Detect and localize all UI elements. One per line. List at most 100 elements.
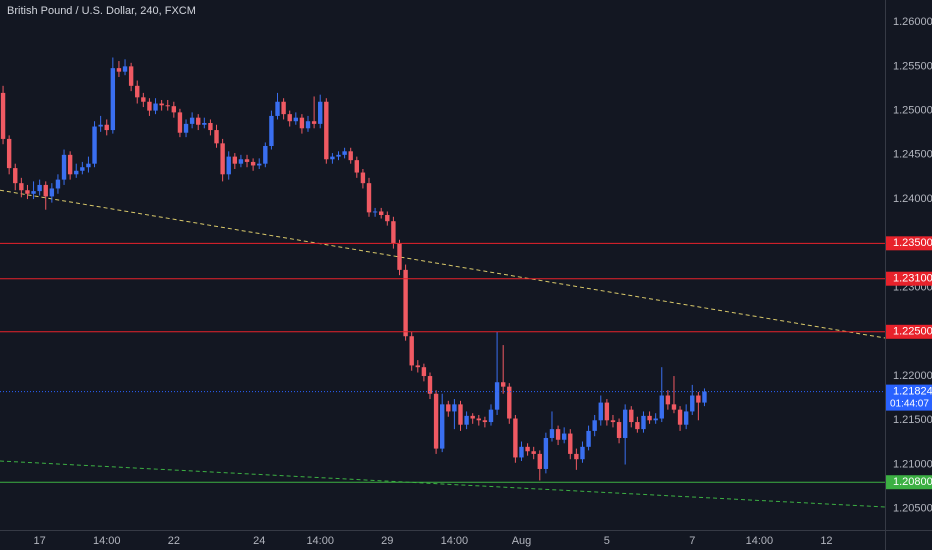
candle-body [427, 376, 433, 394]
candle-body [244, 159, 250, 162]
candle-body [592, 420, 597, 431]
candle-body [92, 126, 97, 164]
candle-body [116, 68, 122, 72]
candle-body [702, 391, 707, 403]
candle-body [67, 154, 73, 175]
y-tick-label: 1.25500 [893, 60, 932, 72]
candle-body [379, 211, 384, 216]
candle-body [153, 103, 158, 111]
candle-body [683, 411, 689, 425]
candle-body [74, 170, 79, 175]
candle-body [409, 336, 414, 366]
candle-body [531, 451, 536, 454]
candle-body [171, 106, 177, 113]
candle-body [391, 221, 396, 244]
x-tick-label: 12 [820, 535, 832, 547]
candle-body [354, 160, 360, 173]
candle-body [159, 103, 164, 106]
x-tick-label: 22 [168, 535, 180, 547]
level-label: 1.23500 [893, 237, 932, 249]
candle-body [421, 367, 427, 377]
candle-body [433, 393, 439, 449]
candle-body [110, 68, 116, 131]
x-tick-label: 14:00 [746, 535, 774, 547]
candle-body [128, 66, 134, 86]
candle-body [202, 122, 207, 125]
candle-body [330, 156, 335, 160]
candle-body [696, 395, 701, 403]
candle-body [49, 188, 55, 197]
candle-body [671, 404, 677, 410]
candle-body [196, 117, 201, 125]
candle-body [385, 215, 390, 222]
candle-body [208, 122, 213, 131]
candle-body [439, 404, 445, 449]
trend-line [0, 460, 886, 508]
candle-body [226, 156, 231, 175]
candle-body [616, 422, 622, 438]
candle-body [183, 123, 189, 133]
candle-body [311, 121, 317, 124]
candle-body [690, 395, 695, 412]
candle-body [232, 156, 238, 164]
candle-body [98, 124, 103, 127]
level-badge [886, 271, 932, 286]
candle-body [543, 437, 549, 469]
level-label: 1.22500 [893, 326, 932, 338]
candle-body [665, 395, 671, 405]
candle-body [397, 243, 402, 270]
x-tick-label: 5 [604, 535, 610, 547]
candle-body [122, 66, 128, 72]
candle-body [507, 386, 512, 419]
y-tick-label: 1.21000 [893, 458, 932, 470]
candle-body [464, 415, 469, 425]
candle-body [141, 97, 146, 102]
candle-body [653, 418, 658, 421]
candle-body [555, 429, 561, 440]
y-tick-label: 1.25000 [893, 105, 932, 117]
candle-body [519, 446, 524, 458]
candle-body [677, 409, 683, 425]
candle-body [342, 151, 347, 155]
candle-body [0, 92, 6, 139]
candle-body [31, 191, 36, 194]
candle-body [104, 124, 109, 131]
candle-body [446, 404, 451, 412]
candle-body [25, 190, 30, 194]
x-tick-label: 17 [34, 535, 46, 547]
candle-body [86, 163, 91, 168]
candle-body [415, 365, 420, 368]
x-tick-label: 14:00 [441, 535, 469, 547]
candle-body [189, 117, 195, 124]
candle-body [305, 121, 311, 129]
candle-body [318, 101, 323, 124]
chart-title: British Pound / U.S. Dollar, 240, FXCM [7, 5, 196, 17]
candle-body [269, 115, 274, 146]
candle-body [494, 382, 500, 410]
y-tick-label: 1.21500 [893, 414, 932, 426]
level-label: 1.20800 [893, 476, 932, 488]
countdown-label: 01:44:07 [890, 398, 929, 409]
candle-body [366, 183, 372, 213]
trend-line [0, 189, 886, 339]
candle-body [348, 151, 353, 161]
candle-body [561, 433, 567, 440]
candle-body [293, 117, 299, 122]
candle-body [37, 184, 42, 192]
y-tick-label: 1.22000 [893, 370, 932, 382]
candle-body [324, 101, 329, 160]
candle-body [281, 101, 286, 115]
candle-body [55, 179, 61, 189]
candle-body [263, 145, 268, 164]
candle-body [482, 420, 488, 423]
candle-body [580, 446, 585, 460]
candle-body [177, 112, 183, 133]
candle-body [220, 143, 225, 175]
x-tick-label: 29 [381, 535, 393, 547]
candle-body [250, 161, 256, 166]
y-tick-label: 1.24500 [893, 149, 932, 161]
candle-body [360, 172, 366, 184]
candle-body [147, 101, 152, 111]
candle-body [586, 430, 591, 447]
candle-body [372, 211, 378, 213]
